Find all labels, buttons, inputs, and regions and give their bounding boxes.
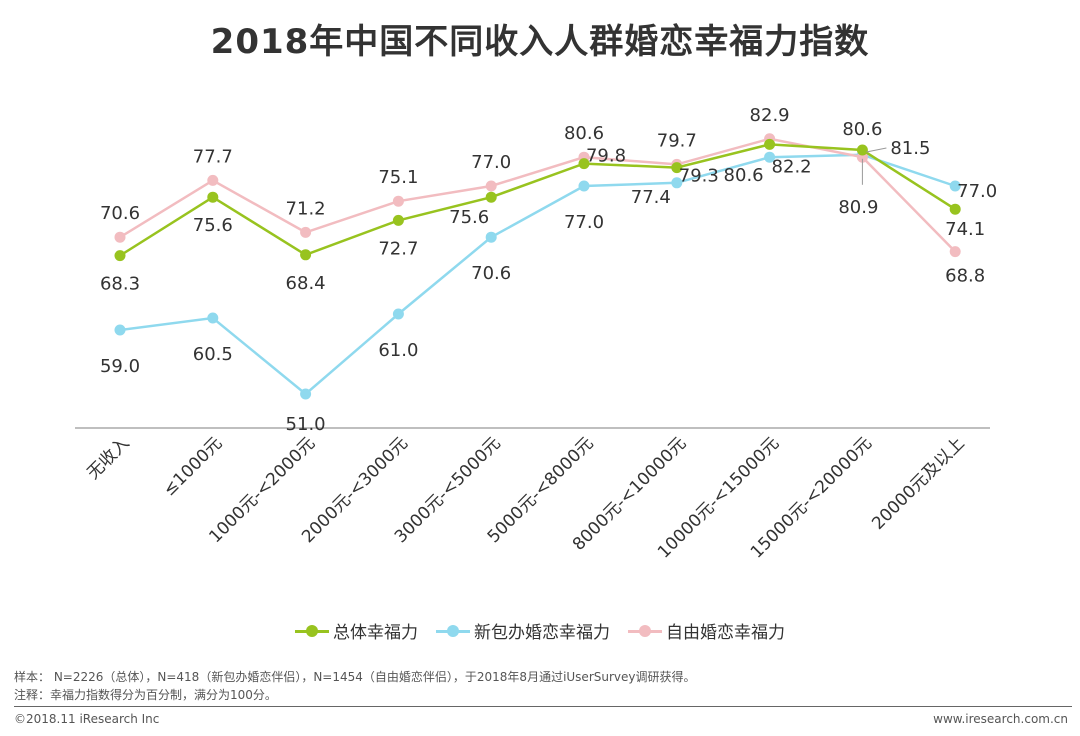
series-line-total <box>119 143 956 257</box>
data-label-arranged: 77.4 <box>631 187 671 208</box>
data-label-total: 79.3 <box>679 166 719 187</box>
data-label-arranged: 80.9 <box>838 197 878 218</box>
copyright-text: ©2018.11 iResearch Inc <box>14 712 160 726</box>
chart-legend: 总体幸福力 新包办婚恋幸福力 自由婚恋幸福力 <box>0 618 1080 643</box>
legend-swatch-arranged <box>436 624 470 637</box>
x-tick-label: 20000元及以上 <box>868 433 968 533</box>
data-point-arranged <box>300 388 312 400</box>
data-label-total: 75.6 <box>449 207 489 228</box>
data-label-arranged: 60.5 <box>193 344 233 365</box>
data-label-total: 68.3 <box>100 274 140 295</box>
data-point-total <box>764 138 776 150</box>
data-label-free: 80.6 <box>564 123 604 144</box>
data-label-free: 68.8 <box>945 266 985 287</box>
sample-note: 样本： N=2226（总体），N=418（新包办婚恋伴侣），N=1454（自由婚… <box>14 670 696 684</box>
data-label-arranged: 51.0 <box>286 414 326 435</box>
footer-divider <box>14 706 1072 707</box>
data-label-arranged: 80.6 <box>724 165 764 186</box>
data-label-total: 79.8 <box>586 146 626 167</box>
data-point-total <box>392 214 404 226</box>
data-label-arranged: 59.0 <box>100 356 140 377</box>
data-point-arranged <box>671 177 683 189</box>
data-point-free <box>300 226 312 238</box>
data-point-free <box>392 195 404 207</box>
data-point-total <box>856 144 868 156</box>
data-label-free: 77.7 <box>193 146 233 167</box>
legend-label-free: 自由婚恋幸福力 <box>666 623 785 643</box>
data-label-total: 68.4 <box>286 273 326 294</box>
data-point-free <box>949 246 961 258</box>
data-point-free <box>207 174 219 186</box>
data-point-free <box>114 231 126 243</box>
leader-line <box>866 147 887 153</box>
series-line-arranged <box>119 153 956 396</box>
data-point-total <box>207 191 219 203</box>
data-point-total <box>949 203 961 215</box>
data-point-arranged <box>578 180 590 192</box>
data-label-total: 81.5 <box>890 138 930 159</box>
legend-label-arranged: 新包办婚恋幸福力 <box>474 623 610 643</box>
data-point-arranged <box>485 231 497 243</box>
legend-swatch-free <box>628 624 662 637</box>
legend-item-arranged: 新包办婚恋幸福力 <box>436 618 610 643</box>
data-point-total <box>485 191 497 203</box>
data-point-total <box>578 158 590 170</box>
data-point-arranged <box>207 312 219 324</box>
data-point-arranged <box>392 308 404 320</box>
x-tick-label: ≤1000元 <box>160 433 227 500</box>
data-label-total: 75.6 <box>193 215 233 236</box>
legend-item-total: 总体幸福力 <box>295 618 418 643</box>
data-label-free: 75.1 <box>378 167 418 188</box>
data-point-total <box>671 162 683 174</box>
x-tick-label: 无收入 <box>83 433 133 483</box>
data-point-total <box>300 249 312 261</box>
data-label-free: 77.0 <box>471 152 511 173</box>
website-text: www.iresearch.com.cn <box>933 712 1068 726</box>
data-label-free: 70.6 <box>100 203 140 224</box>
data-label-arranged: 77.0 <box>564 212 604 233</box>
data-point-free <box>485 180 497 192</box>
data-label-total: 82.2 <box>772 156 812 177</box>
data-point-arranged <box>764 151 776 163</box>
comment-note: 注释：幸福力指数得分为百分制，满分为100分。 <box>14 688 277 702</box>
legend-item-free: 自由婚恋幸福力 <box>628 618 785 643</box>
data-label-total: 74.1 <box>945 219 985 240</box>
data-label-arranged: 77.0 <box>957 181 997 202</box>
chart-title: 2018年中国不同收入人群婚恋幸福力指数 <box>210 22 870 62</box>
data-point-total <box>114 250 126 262</box>
data-point-arranged <box>949 180 961 192</box>
data-point-arranged <box>114 324 126 336</box>
data-label-free: 82.9 <box>750 105 790 126</box>
data-label-free: 71.2 <box>286 198 326 219</box>
data-label-total: 72.7 <box>378 238 418 259</box>
data-label-free: 80.6 <box>842 119 882 140</box>
data-label-free: 79.7 <box>657 130 697 151</box>
legend-swatch-total <box>295 624 329 637</box>
data-label-arranged: 61.0 <box>378 340 418 361</box>
data-label-arranged: 70.6 <box>471 263 511 284</box>
legend-label-total: 总体幸福力 <box>333 623 418 643</box>
